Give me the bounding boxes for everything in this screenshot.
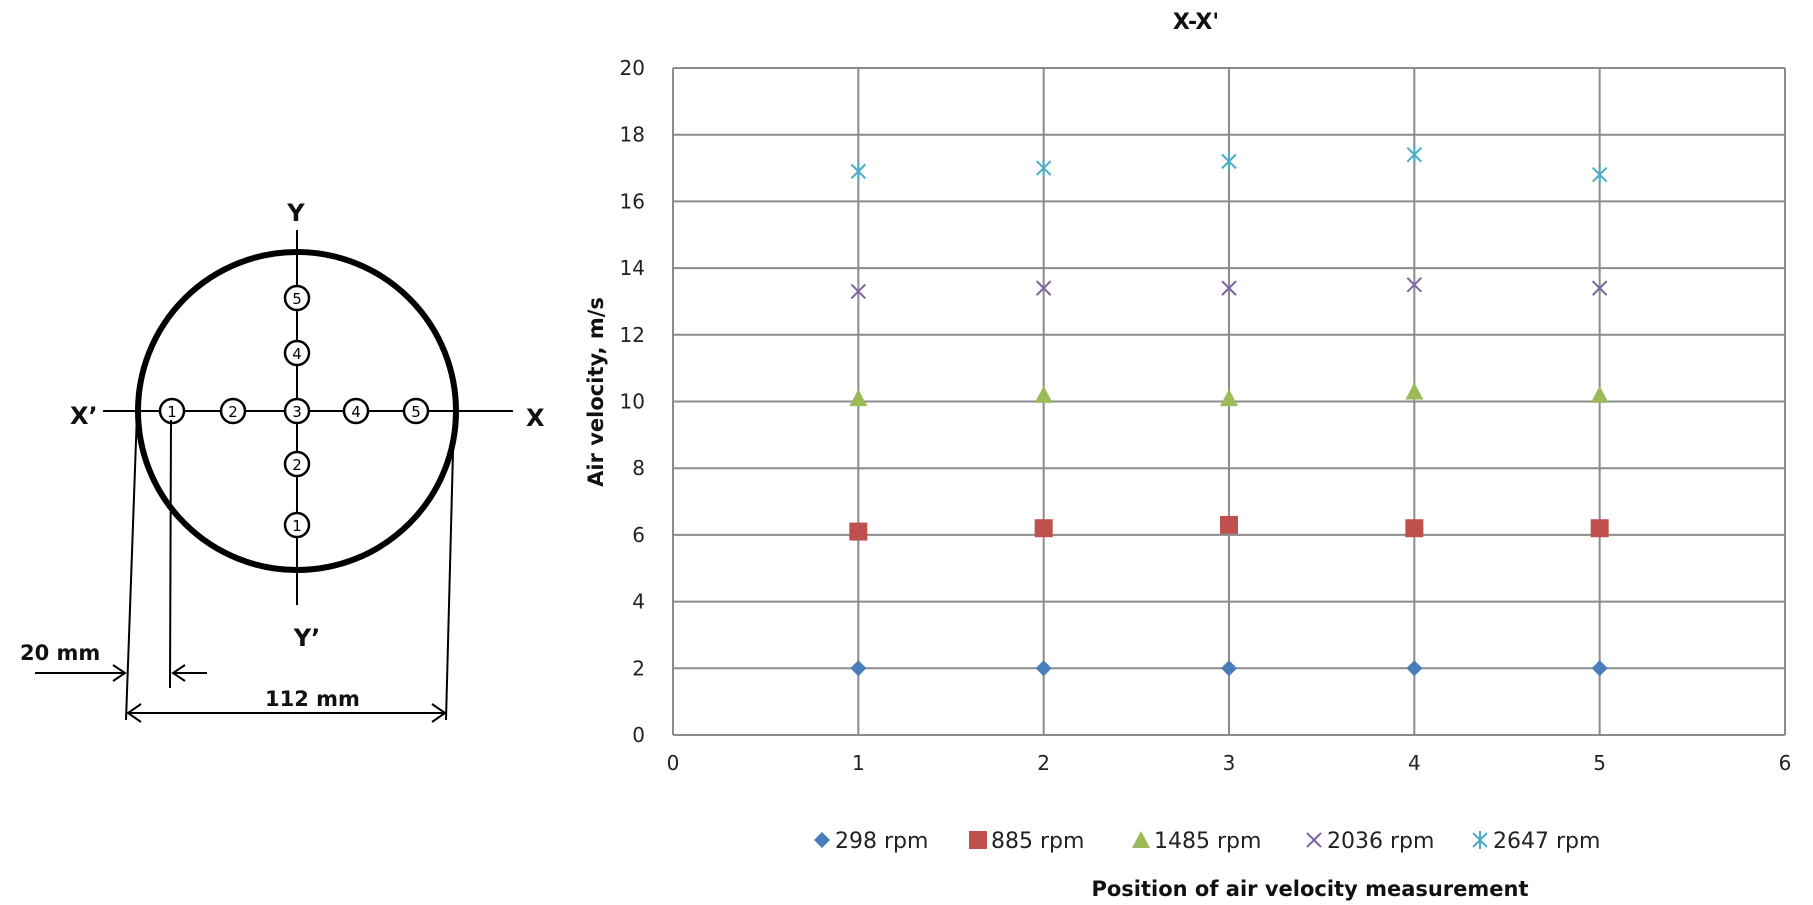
x-tick-labels: 0 1 2 3 4 5 6: [667, 751, 1792, 775]
svg-text:2: 2: [228, 403, 238, 421]
dimension-lines: [35, 412, 455, 723]
data-point-square: [1405, 519, 1424, 538]
x-tick-label: 0: [667, 751, 680, 775]
y-tick-label: 18: [620, 123, 645, 147]
y-tick-label: 2: [632, 656, 645, 680]
legend-marker: [969, 831, 987, 849]
dimension-112mm: 112 mm: [265, 687, 360, 711]
point-v-1: 1: [283, 511, 311, 539]
data-point-square: [1034, 519, 1053, 538]
y-tick-label: 8: [632, 456, 645, 480]
data-point-diamond: [1035, 660, 1052, 677]
legend-marker: [1132, 831, 1150, 848]
data-point-x: [1221, 280, 1237, 296]
axis-label-y-prime: Y’: [293, 624, 321, 652]
data-point-diamond: [850, 660, 867, 677]
point-v-2: 2: [283, 450, 311, 478]
data-point-star: [1221, 152, 1237, 171]
data-point-star: [1035, 159, 1052, 178]
x-tick-label: 4: [1408, 751, 1421, 775]
cross-section-diagram: X’ X Y Y’ 1 2 3 4 5 5: [20, 199, 545, 723]
data-point-x: [1035, 280, 1052, 296]
svg-text:3: 3: [292, 403, 302, 421]
axis-label-x: X: [526, 404, 545, 432]
data-point-diamond: [1591, 660, 1608, 677]
data-point-triangle: [1034, 385, 1053, 403]
y-tick-label: 20: [620, 56, 645, 80]
x-tick-label: 5: [1593, 751, 1606, 775]
legend-marker: [1472, 831, 1488, 849]
svg-text:4: 4: [292, 345, 302, 363]
data-point-triangle: [1220, 389, 1238, 407]
data-point-star: [1591, 165, 1608, 184]
axis-label-y: Y: [286, 199, 305, 227]
point-v-4: 4: [283, 339, 311, 367]
svg-text:4: 4: [351, 403, 361, 421]
legend-label: 298 rpm: [835, 829, 928, 854]
data-point-star: [850, 162, 867, 181]
axis-label-x-prime: X’: [70, 402, 98, 430]
point-v-5: 5: [283, 284, 311, 312]
dimension-20mm: 20 mm: [20, 641, 100, 665]
chart-title: X-X': [1173, 10, 1219, 35]
chart-legend: 298 rpm 885 rpm 1485 rpm 2036 rpm 2647 rpm: [814, 829, 1600, 854]
legend-label: 885 rpm: [991, 829, 1084, 854]
y-tick-label: 0: [632, 723, 645, 747]
svg-text:5: 5: [411, 403, 421, 421]
point-h-1: 1: [158, 397, 186, 425]
data-point-diamond: [1406, 660, 1423, 677]
data-point-square: [1590, 519, 1609, 538]
x-tick-label: 6: [1779, 751, 1792, 775]
y-tick-label: 10: [620, 390, 645, 414]
x-tick-label: 2: [1037, 751, 1050, 775]
svg-text:1: 1: [167, 403, 177, 421]
legend-marker: [814, 832, 830, 848]
y-tick-labels: 0 2 4 6 8 10 12 14 16 18 20: [620, 56, 645, 747]
data-point-diamond: [1221, 660, 1237, 677]
y-tick-label: 6: [632, 523, 645, 547]
data-point-x: [850, 283, 867, 300]
svg-text:5: 5: [292, 290, 302, 308]
chart-marks: [849, 145, 1609, 677]
point-h-2: 2: [219, 397, 247, 425]
legend-label: 2647 rpm: [1493, 829, 1600, 854]
legend-label: 2036 rpm: [1327, 829, 1434, 854]
data-point-x: [1591, 280, 1608, 296]
y-tick-label: 4: [632, 590, 645, 614]
svg-text:1: 1: [292, 517, 302, 535]
data-point-star: [1406, 145, 1423, 164]
x-tick-label: 3: [1223, 751, 1236, 775]
svg-text:2: 2: [292, 456, 302, 474]
data-point-triangle: [1405, 382, 1424, 400]
data-point-square: [849, 522, 868, 541]
point-h-4: 4: [342, 397, 370, 425]
y-tick-label: 16: [620, 189, 645, 213]
x-tick-label: 1: [852, 751, 865, 775]
y-axis-title: Air velocity, m/s: [584, 297, 608, 487]
x-axis-title: Position of air velocity measurement: [1091, 877, 1528, 901]
y-tick-label: 14: [620, 256, 645, 280]
data-point-triangle: [849, 389, 868, 407]
point-h-3: 3: [283, 397, 311, 425]
data-point-square: [1220, 515, 1238, 534]
y-tick-label: 12: [620, 323, 645, 347]
legend-marker: [1306, 832, 1322, 848]
data-point-x: [1406, 277, 1423, 293]
legend-label: 1485 rpm: [1154, 829, 1261, 854]
data-point-triangle: [1590, 385, 1609, 403]
point-h-5: 5: [402, 397, 430, 425]
